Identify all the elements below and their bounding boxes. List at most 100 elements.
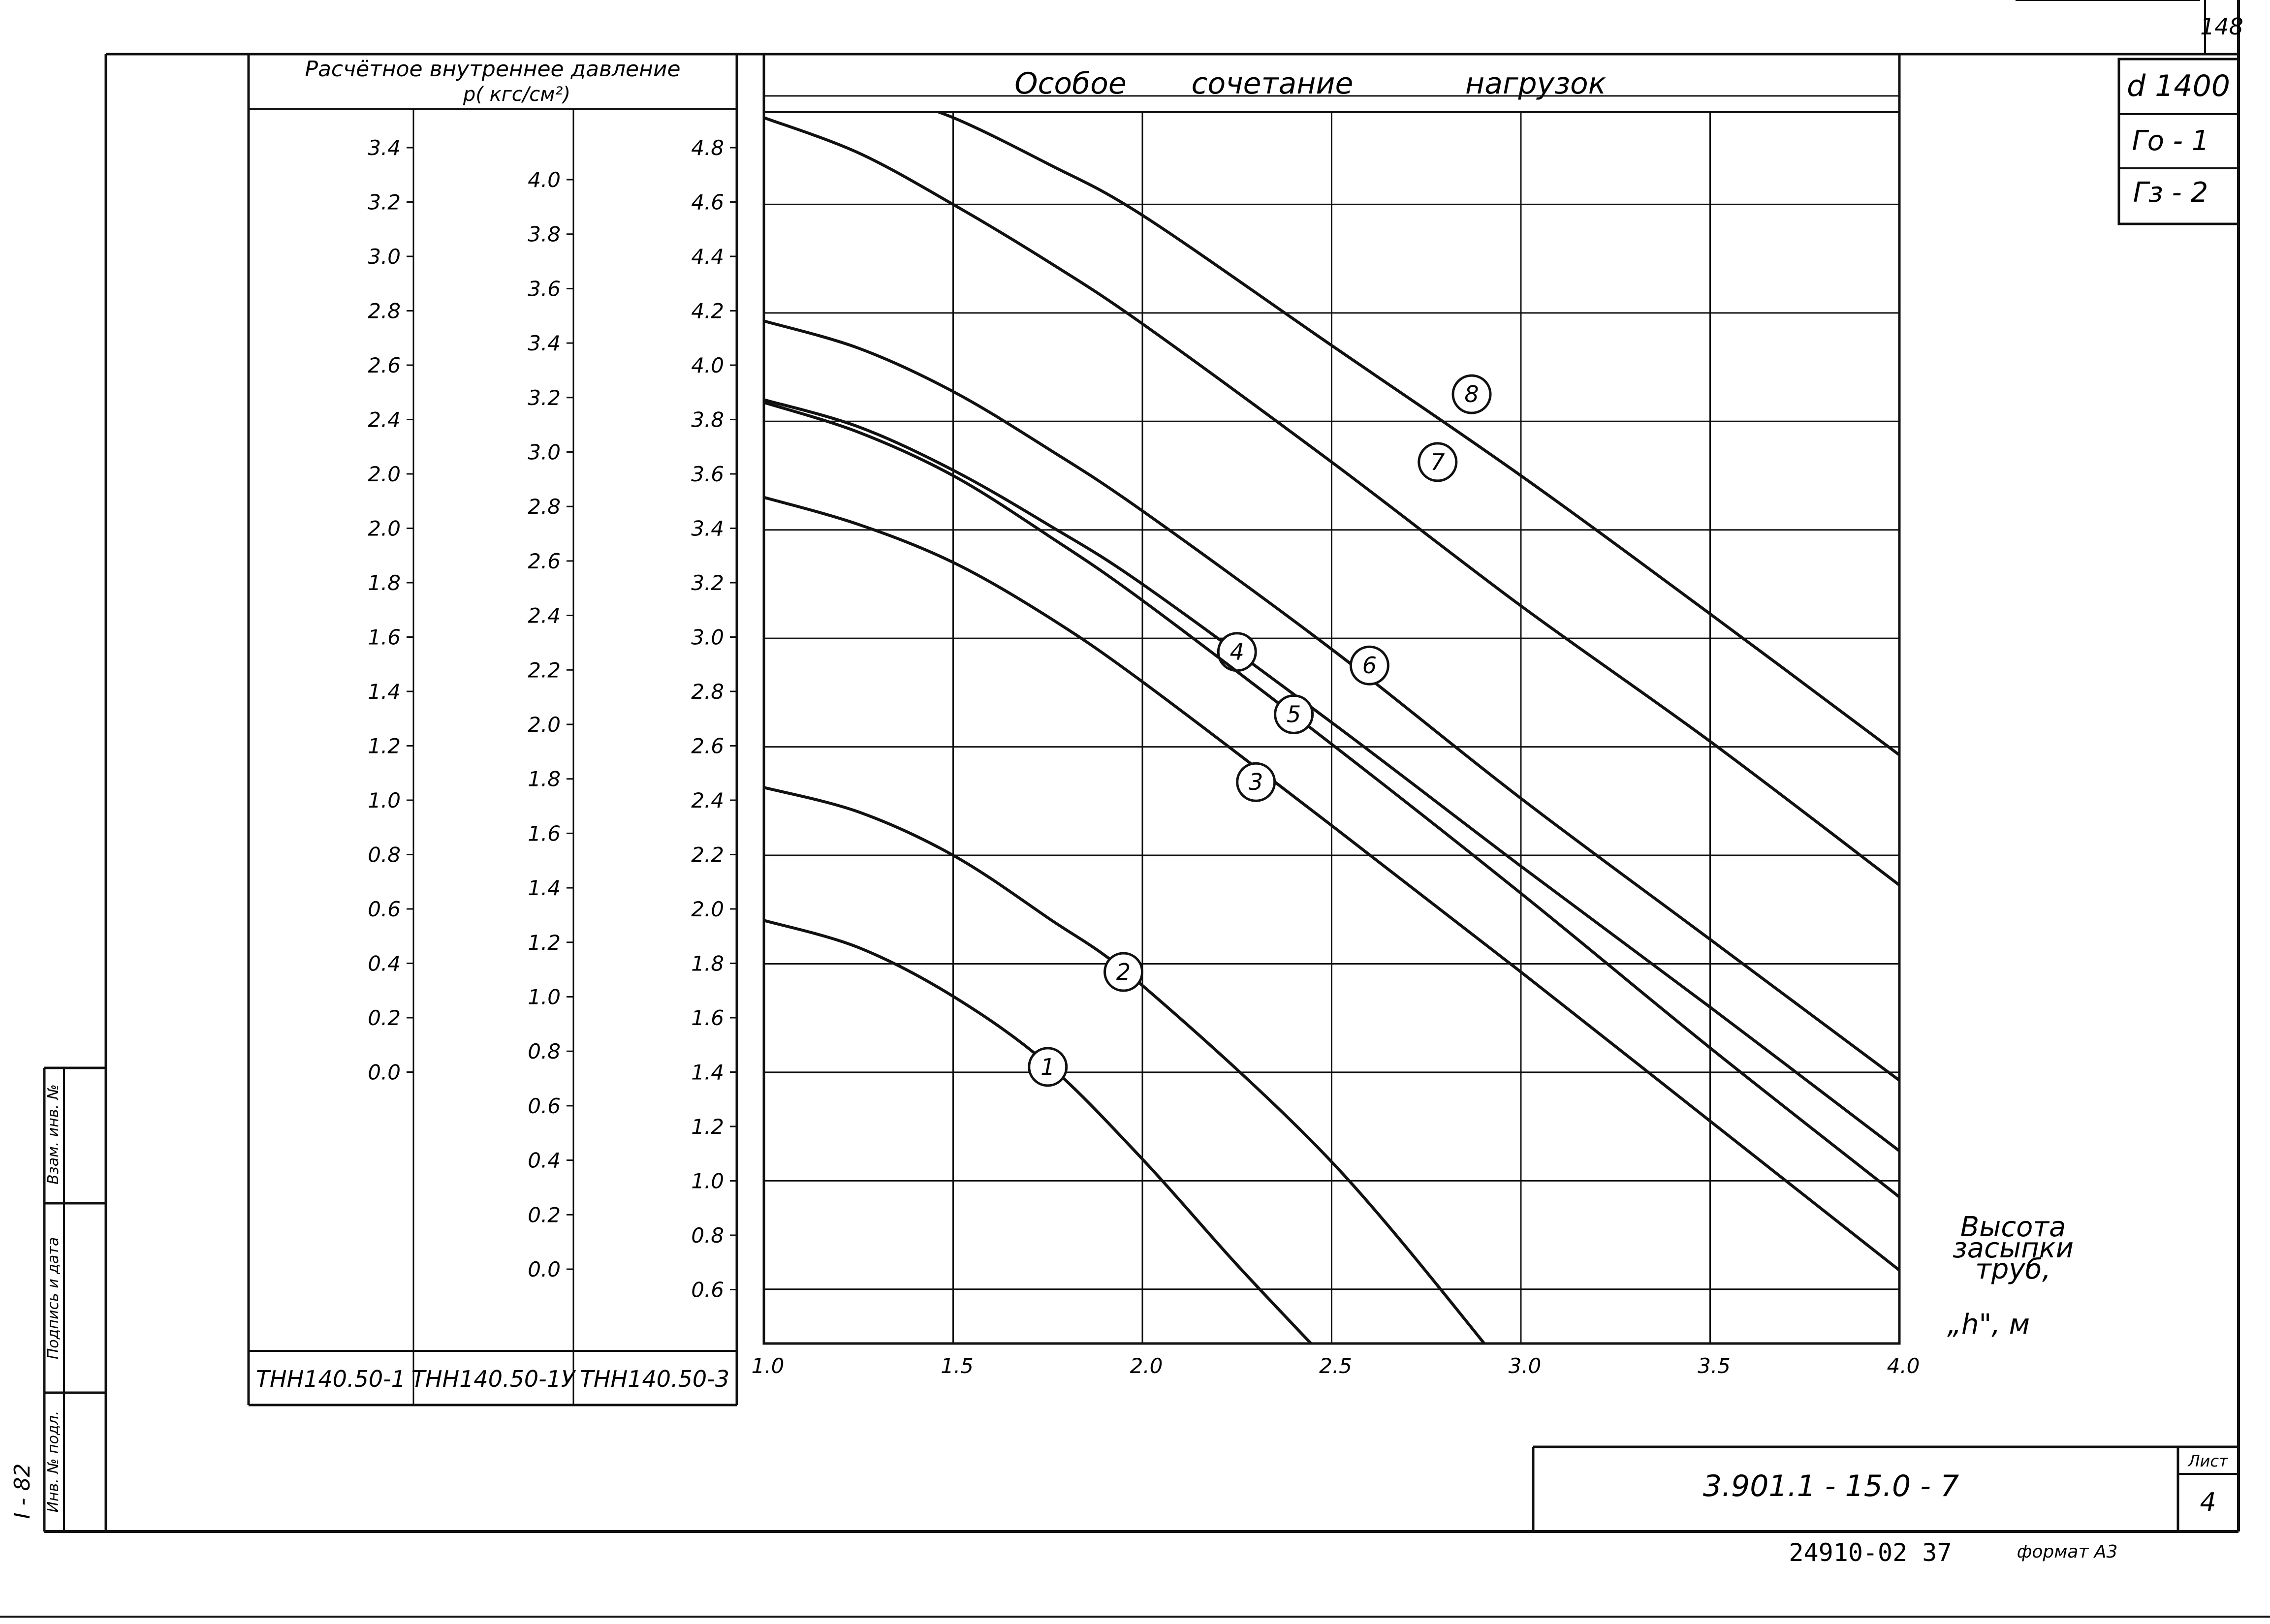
scale-tick-label: 0.4 (528, 1149, 561, 1173)
scale-tick-label: 1.8 (368, 571, 401, 595)
series-line-8 (934, 112, 1899, 756)
scale-tick-label: 2.4 (528, 604, 561, 628)
scale-tick-label: 3.0 (368, 245, 401, 269)
chart-title: Особое сочетание нагрузок (1014, 66, 1606, 101)
series-line-7 (764, 116, 1899, 886)
scale-tick-label: 1.0 (528, 985, 561, 1009)
sheet-number: 4 (2200, 1488, 2216, 1517)
x-tick-label: 3.5 (1698, 1354, 1731, 1378)
page-number: 148 (2200, 13, 2243, 40)
series-marker-7 (1418, 442, 1458, 482)
scale-tick-label: 1.4 (691, 1061, 724, 1085)
document-code: 3.901.1 - 15.0 - 7 (1703, 1469, 1959, 1503)
scale-tick-label: 0.2 (528, 1203, 561, 1227)
scale-tick-label: 3.6 (528, 277, 561, 301)
format-label: формат А3 (2017, 1542, 2118, 1562)
scale-tick-label: 4.0 (528, 168, 561, 192)
side-box-gz: Гз - 2 (2133, 177, 2208, 209)
scale-tick-label: 0.0 (528, 1257, 561, 1281)
scale-tick-label: 3.2 (528, 386, 561, 410)
chart-series: 1 2 3 4 5 6 7 8 (764, 112, 1899, 1343)
series-label-6: 6 (1362, 652, 1377, 679)
side-label: I - 82 (10, 1464, 35, 1519)
scale-tick-label: 1.0 (368, 788, 401, 812)
scale-tick-label: 1.8 (528, 767, 561, 791)
stamp-label-3: Инв. № подл. (45, 1411, 62, 1513)
x-tick-label: 2.0 (1130, 1354, 1163, 1378)
x-tick-label: 1.5 (941, 1354, 974, 1378)
series-label-2: 2 (1116, 959, 1131, 985)
chart-title-word: сочетание (1192, 66, 1354, 101)
scale-tick-label: 2.4 (691, 788, 724, 812)
series-marker-5 (1274, 694, 1314, 734)
scale-tick-label: 3.4 (528, 331, 561, 355)
scale-tick-label: 1.6 (691, 1006, 724, 1030)
scale-tick-label: 2.0 (691, 897, 724, 921)
series-label-1: 1 (1040, 1054, 1055, 1080)
scale-tick-label: 0.8 (368, 843, 401, 867)
scale-tick-label: 2.8 (368, 299, 401, 323)
side-box-diameter: d 1400 (2127, 69, 2230, 103)
series-label-5: 5 (1287, 701, 1301, 727)
side-boxes (2117, 58, 2240, 225)
series-line-6 (764, 319, 1899, 1082)
scale-tick-label: 0.6 (528, 1094, 561, 1118)
x-tick-label: 1.0 (752, 1354, 785, 1378)
pressure-unit: p( кгс/см²) (463, 83, 570, 106)
scale-tick-label: 1.2 (368, 734, 401, 758)
scale-tick-label: 0.0 (368, 1061, 401, 1085)
scale-tick-label: 1.8 (691, 952, 724, 976)
pressure-title: Расчётное внутреннее давление (305, 57, 680, 82)
scale-tick-label: 2.8 (691, 680, 724, 704)
scale-tick-label: 2.6 (528, 549, 561, 573)
chart-grid (764, 95, 1899, 1343)
x-tick-label: 2.5 (1319, 1354, 1352, 1378)
scale-tick-label: 3.8 (691, 408, 724, 432)
series-line-2 (764, 786, 1486, 1343)
scale-tick-label: 1.4 (368, 680, 401, 704)
x-axis-label-line: Высота (1960, 1211, 2066, 1243)
scale-tick-label: 0.2 (368, 1006, 401, 1030)
scale-tick-label: 3.0 (528, 440, 561, 465)
series-marker-8 (1451, 374, 1492, 414)
scale-label: ТНН140.50-1 (256, 1366, 406, 1392)
series-label-7: 7 (1430, 449, 1445, 475)
pressure-scales: 3.4 3.2 3.0 2.8 2.6 2.4 2.0 2.0 1.8 1.6 1.4 1.2 1.0 0… (256, 136, 737, 1392)
x-axis-label-line: труб, (1975, 1253, 2051, 1285)
series-label-4: 4 (1230, 639, 1244, 665)
pressure-table (247, 54, 738, 1406)
scale-tick-label: 0.6 (691, 1278, 724, 1302)
scale-tick-label: 1.2 (528, 931, 561, 955)
stamp-column (43, 1066, 106, 1531)
scale-tick-label: 2.8 (528, 495, 561, 519)
x-axis-ticks: 1.0 1.5 2.0 2.5 3.0 3.5 4.0 (752, 1354, 1920, 1378)
x-axis-label-line: засыпки (1953, 1232, 2074, 1264)
scale-tick-label: 2.6 (691, 734, 724, 758)
scale-tick-label: 0.8 (528, 1039, 561, 1063)
series-marker-3 (1236, 762, 1276, 802)
stamp-label-2: Подпись и дата (45, 1237, 62, 1360)
scale-tick-label: 4.2 (691, 299, 724, 323)
scale-tick-label: 1.6 (368, 625, 401, 650)
scale-label: ТНН140.50-1У (411, 1366, 576, 1392)
sheet-label: Лист (2187, 1452, 2228, 1470)
bottom-number: 24910-02 37 (1789, 1538, 1952, 1567)
series-label-3: 3 (1249, 769, 1263, 795)
chart-title-word: Особое (1014, 66, 1127, 101)
scale-tick-label: 3.0 (691, 625, 724, 650)
chart-title-word: нагрузок (1465, 66, 1606, 101)
scale-tick-label: 3.4 (368, 136, 401, 160)
x-tick-label: 4.0 (1887, 1354, 1920, 1378)
series-line-1 (764, 919, 1313, 1343)
scale-tick-label: 2.2 (528, 658, 561, 682)
scale-tick-label: 0.6 (368, 897, 401, 921)
scale-tick-label: 3.2 (368, 190, 401, 215)
scale-tick-label: 2.4 (368, 408, 401, 432)
x-tick-label: 3.0 (1509, 1354, 1542, 1378)
scale-tick-label: 1.6 (528, 821, 561, 845)
scale-tick-label: 2.2 (691, 843, 724, 867)
scale-tick-label: 3.4 (691, 517, 724, 541)
scale-tick-label: 4.8 (691, 136, 724, 160)
scale-tick-label: 3.8 (528, 222, 561, 247)
